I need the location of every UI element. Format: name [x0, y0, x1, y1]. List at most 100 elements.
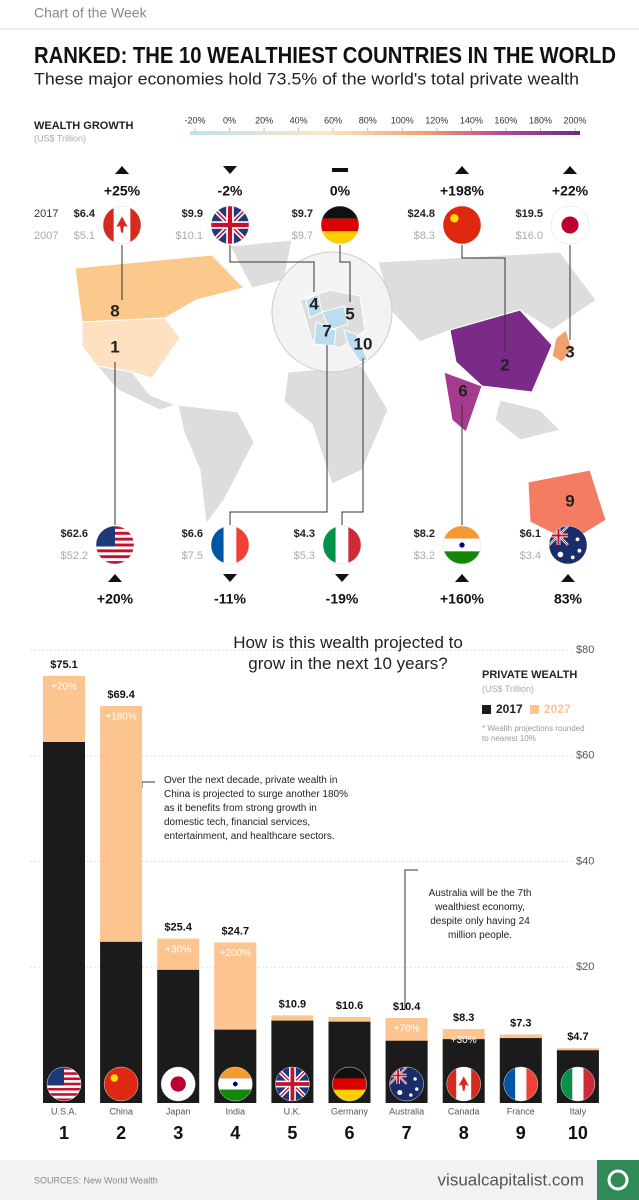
map-rank: 1 [110, 337, 119, 356]
flag-part [389, 1067, 407, 1084]
flag-part [348, 526, 361, 564]
legend-title: PRIVATE WEALTH [482, 669, 578, 681]
flag-part [218, 1089, 253, 1101]
x-tick-label: Australia [389, 1106, 424, 1116]
x-tick-label: France [507, 1106, 535, 1116]
australia-shape [527, 469, 607, 543]
flag-part [170, 1076, 186, 1092]
flag-part [47, 1087, 81, 1091]
bar [43, 742, 85, 1073]
flag-part [96, 526, 115, 547]
flag-part [458, 1076, 469, 1091]
connector [229, 245, 315, 292]
flag-part [560, 1067, 573, 1101]
y-tick-label: $20 [576, 961, 594, 973]
connector [341, 358, 364, 525]
europe-shapes [305, 293, 369, 363]
legend-label: 2017 [496, 702, 523, 716]
rank-label: 7 [402, 1123, 412, 1143]
x-tick-label: India [226, 1106, 246, 1116]
scale-tick-label: 60% [324, 115, 342, 125]
growth-arrow [563, 166, 577, 174]
flag-part [96, 549, 134, 553]
growth-label: 0% [330, 183, 351, 199]
flag-outline [389, 1066, 424, 1102]
scale-tick-label: 140% [460, 115, 483, 125]
wealth-2007: $16.0 [515, 230, 543, 242]
flag-part [503, 1067, 516, 1101]
value-label: $8.3 [453, 1012, 474, 1024]
rank-label: 9 [516, 1123, 526, 1143]
flag-part [104, 1067, 139, 1101]
flag-outline [275, 1066, 310, 1102]
wealth-2007: $10.1 [175, 230, 203, 242]
connectors [114, 245, 571, 1010]
legend-unit: (US$ Trillion) [482, 684, 535, 694]
flag-outline [160, 1066, 196, 1102]
logo-mark [607, 1169, 629, 1191]
flag-outline [102, 205, 142, 245]
usa-shape [81, 317, 181, 379]
wealth-2007: $3.2 [414, 550, 435, 562]
growth-arrow [332, 168, 348, 172]
land [283, 365, 389, 485]
flag-part [561, 216, 579, 234]
map-rank: 8 [110, 301, 119, 320]
scale-gradient [190, 131, 580, 135]
wealth-2007: $9.7 [292, 230, 313, 242]
flag-outline [442, 525, 482, 565]
land [494, 399, 561, 441]
flag [551, 206, 589, 244]
wealth-2007: $3.4 [520, 550, 541, 562]
flag [103, 206, 141, 244]
flag-outline [210, 205, 250, 245]
flag-outline [503, 1066, 539, 1102]
wealth-2017: $6.4 [74, 208, 96, 220]
rank-label: 3 [173, 1123, 183, 1143]
y-tick-label: $80 [576, 644, 594, 656]
flag-part [116, 216, 128, 233]
wealth-2017: $24.8 [407, 208, 435, 220]
flag-outline [320, 205, 360, 245]
wealth-2017: $9.9 [182, 208, 203, 220]
value-label: $10.9 [279, 998, 307, 1010]
flag-part [223, 526, 237, 564]
growth-label: +30% [451, 1035, 477, 1046]
wealth-2017: $19.5 [515, 208, 543, 220]
flag [323, 526, 361, 564]
flag [446, 1067, 481, 1101]
growth-label: +160% [440, 591, 485, 607]
flag-outline [332, 1066, 367, 1102]
value-label: $10.4 [393, 1001, 421, 1013]
source: SOURCES: New World Wealth [34, 1175, 158, 1185]
scale-tick-label: 0% [223, 115, 236, 125]
rank-label: 6 [344, 1123, 354, 1143]
flag [211, 206, 249, 244]
flag-part [275, 1067, 310, 1101]
flag-part [332, 1078, 367, 1090]
growth-arrow [455, 166, 469, 174]
chart-title: How is this wealth projected to grow in … [233, 633, 463, 673]
flag-outline [103, 1066, 139, 1102]
site: visualcapitalist.com [438, 1170, 584, 1189]
wealth-2017: $6.6 [182, 528, 203, 540]
map-rank: 3 [565, 342, 574, 361]
flag-part [415, 1087, 419, 1091]
scale-tick-label: 200% [563, 115, 586, 125]
legend-swatch [530, 705, 539, 714]
scale-unit: (US$ Trillion) [34, 133, 86, 143]
flag-part [47, 1093, 81, 1096]
value-label: $10.6 [336, 1000, 364, 1012]
growth-label: +180% [105, 712, 137, 723]
flag-part [332, 1067, 367, 1079]
growth-arrow [561, 574, 575, 582]
canada-shape [74, 254, 245, 323]
flag-part [130, 206, 141, 244]
flag-part [335, 526, 349, 564]
wealth-2017: $6.1 [520, 528, 541, 540]
flag-part [332, 1089, 367, 1101]
flag-outline [46, 1066, 82, 1102]
legend-note: * Wealth projections rounded to nearest … [482, 724, 585, 743]
flag-part [397, 1089, 403, 1096]
growth-arrow [223, 574, 237, 582]
